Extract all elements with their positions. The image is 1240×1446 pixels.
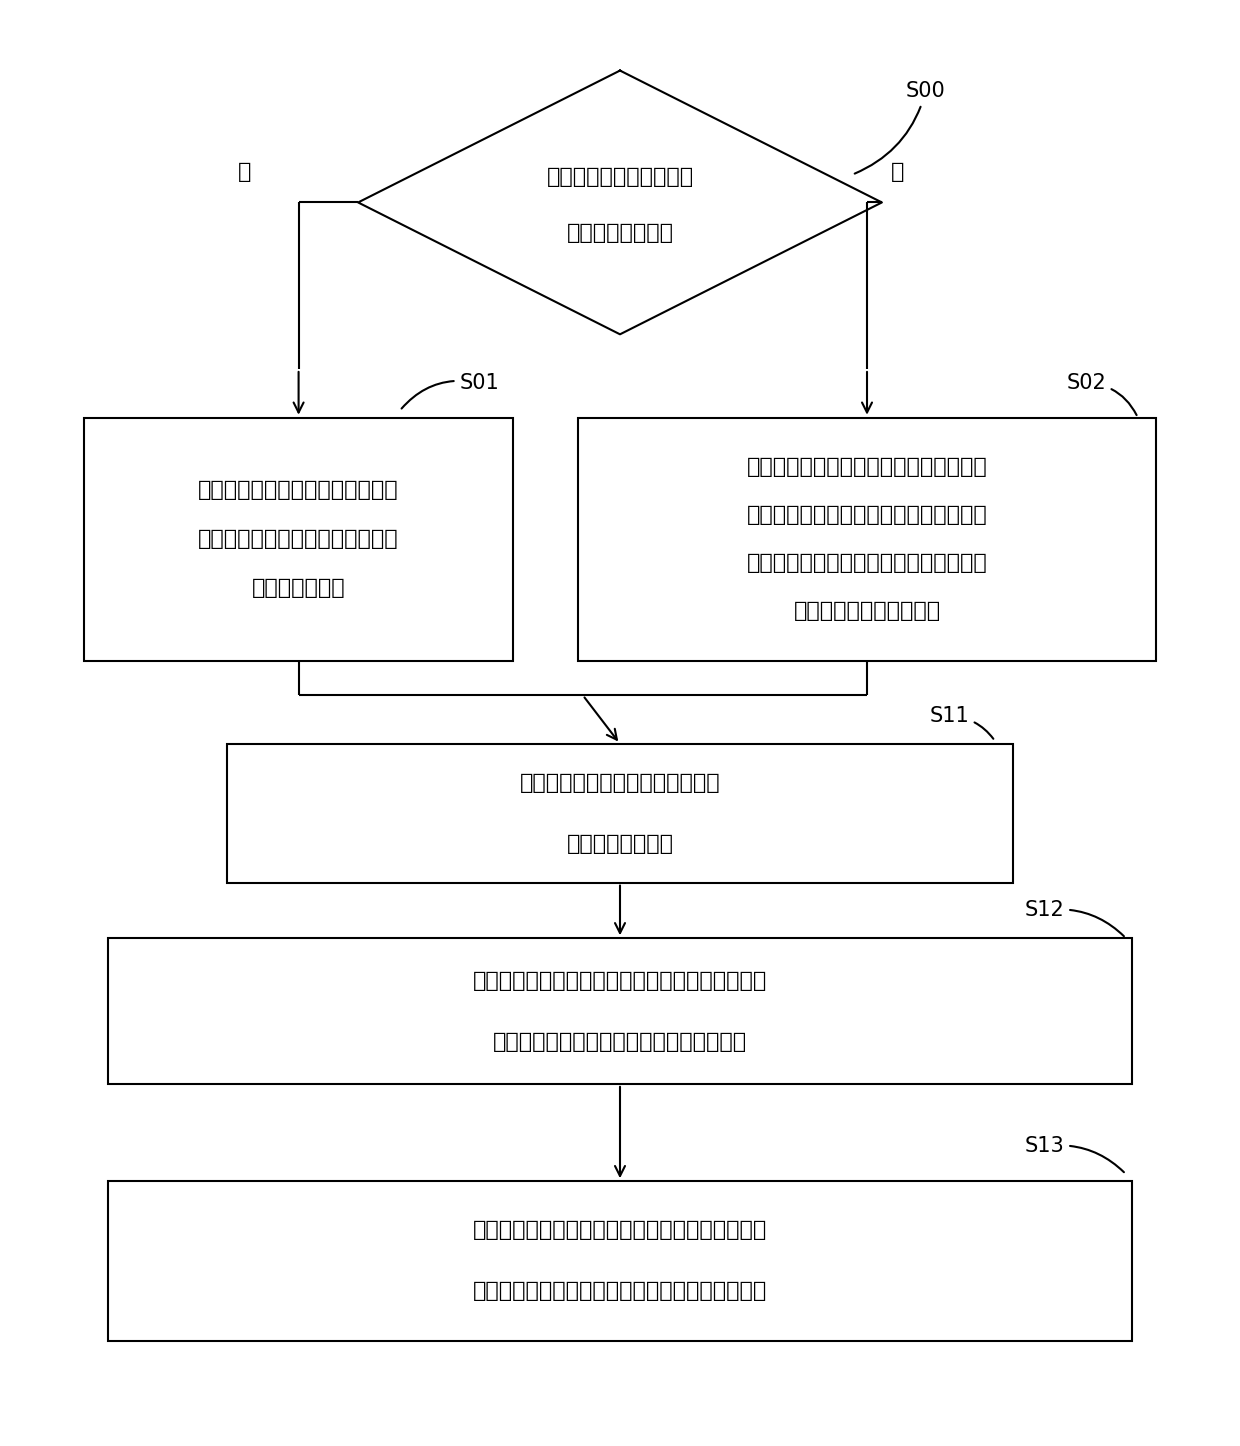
Text: 艺腔室中通入的公共流体的流量调节至目标流量值: 艺腔室中通入的公共流体的流量调节至目标流量值 bbox=[472, 1281, 768, 1301]
Text: S11: S11 bbox=[930, 706, 993, 739]
Text: 第一控制单元联网: 第一控制单元联网 bbox=[567, 834, 673, 853]
Bar bbox=[84, 418, 513, 661]
Text: 读取所有进行工艺的工艺腔室的序号，并: 读取所有进行工艺的工艺腔室的序号，并 bbox=[746, 457, 987, 477]
Text: S12: S12 bbox=[1024, 901, 1123, 936]
Text: 向第二控制单元发送公共流体的目标流量值，第二: 向第二控制单元发送公共流体的目标流量值，第二 bbox=[472, 970, 768, 991]
Bar bbox=[227, 743, 1013, 882]
Text: S00: S00 bbox=[854, 81, 945, 174]
Text: 控制单元将目标流量值发送至第一控制单元: 控制单元将目标流量值发送至第一控制单元 bbox=[494, 1031, 746, 1051]
Text: 送工艺使能信号: 送工艺使能信号 bbox=[252, 577, 346, 597]
Text: 读取进行工艺的工艺腔室的序号，: 读取进行工艺的工艺腔室的序号， bbox=[198, 480, 399, 500]
Text: S02: S02 bbox=[1066, 373, 1137, 415]
Text: S13: S13 bbox=[1024, 1137, 1123, 1173]
Text: 制单元发送工艺使能信号: 制单元发送工艺使能信号 bbox=[794, 602, 941, 622]
Text: 选择序号最小或最大的工艺腔室作为主站: 选择序号最小或最大的工艺腔室作为主站 bbox=[746, 506, 987, 525]
Bar bbox=[108, 938, 1132, 1084]
Text: 第一控制单元将公共流路向至少一个进行工艺的工: 第一控制单元将公共流路向至少一个进行工艺的工 bbox=[472, 1220, 768, 1241]
Text: S01: S01 bbox=[402, 373, 498, 409]
Text: 是: 是 bbox=[238, 162, 250, 182]
Text: 工艺腔室，并向该主站工艺腔室的第二控: 工艺腔室，并向该主站工艺腔室的第二控 bbox=[746, 552, 987, 573]
Text: 并向该工艺腔室的第二控制单元发: 并向该工艺腔室的第二控制单元发 bbox=[198, 529, 399, 549]
Text: 的数量是否为一个: 的数量是否为一个 bbox=[567, 223, 673, 243]
Text: 第二控制单元根据工艺使能信号与: 第二控制单元根据工艺使能信号与 bbox=[520, 772, 720, 792]
Text: 判断进行工艺的工艺腔室: 判断进行工艺的工艺腔室 bbox=[547, 168, 693, 188]
Bar bbox=[578, 418, 1156, 661]
Bar bbox=[108, 1181, 1132, 1340]
Text: 否: 否 bbox=[890, 162, 904, 182]
